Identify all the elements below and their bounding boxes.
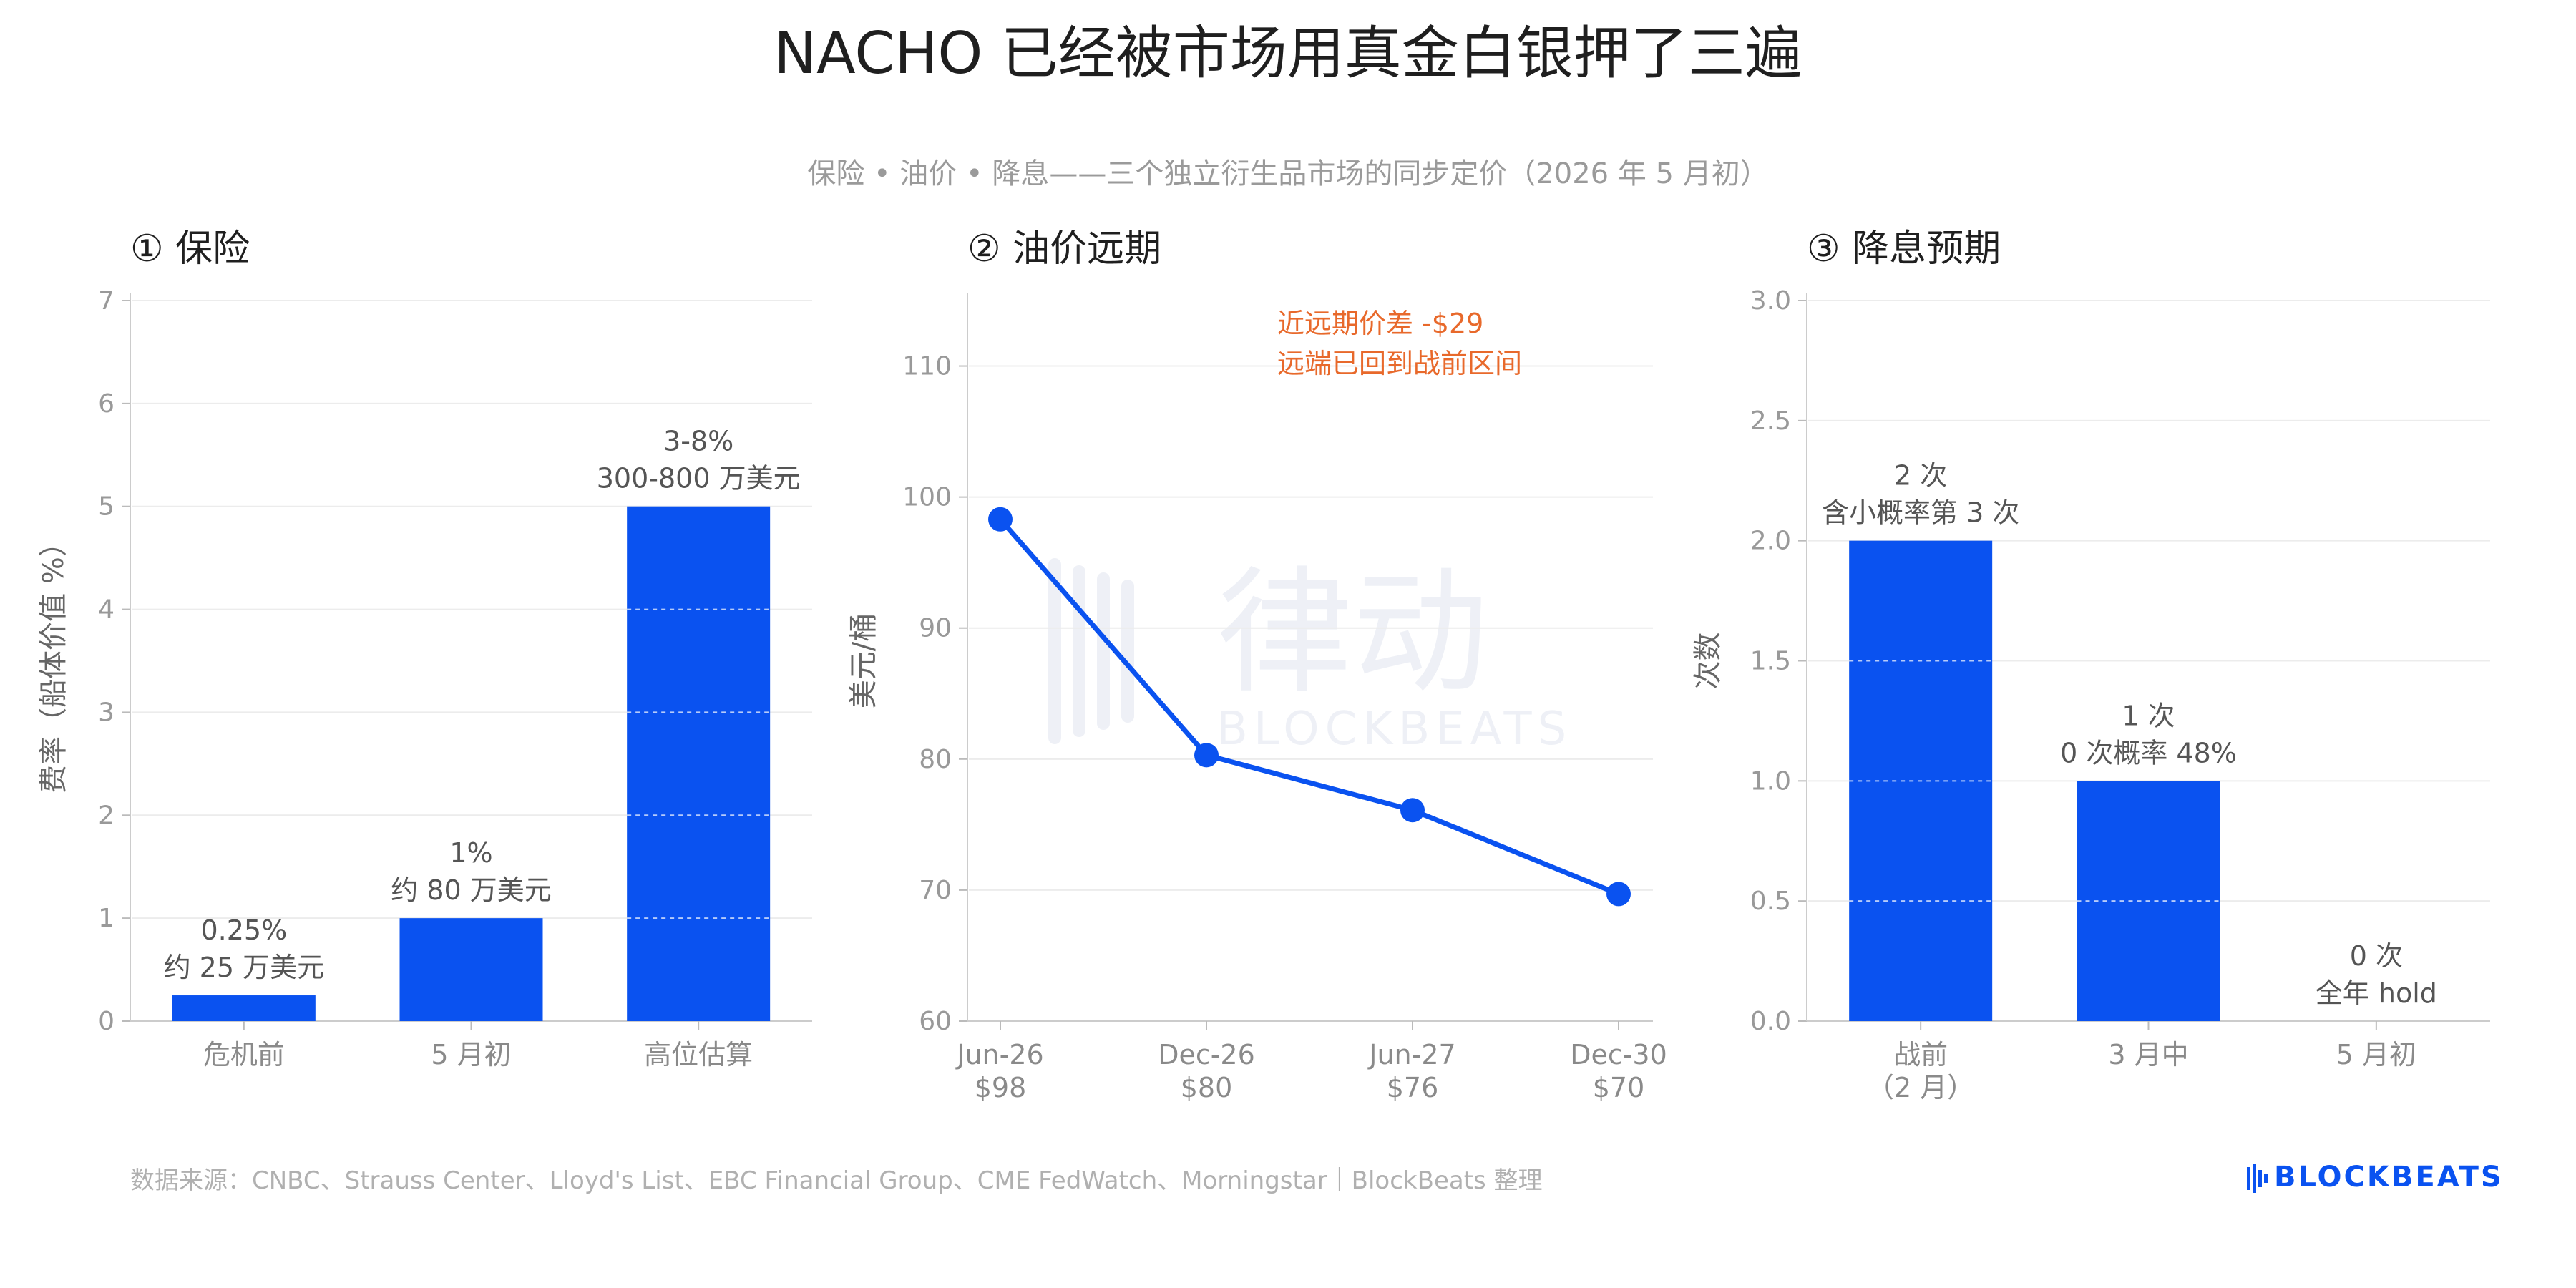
- bar-data-label: 全年 hold: [2316, 977, 2437, 1009]
- x-tick-label: Dec-26: [1158, 1039, 1255, 1070]
- data-point: [1400, 798, 1425, 823]
- bar-data-label: 0 次概率 48%: [2060, 737, 2237, 769]
- bar-data-label: 0.25%: [200, 914, 287, 946]
- x-tick-label: 5 月初: [2336, 1039, 2416, 1070]
- panel-title: ③ 降息预期: [1807, 228, 2001, 270]
- y-tick-label: 60: [919, 1007, 952, 1036]
- y-tick-label: 2: [98, 801, 114, 830]
- y-tick-label: 1.0: [1750, 766, 1791, 796]
- watermark-bar: [1048, 558, 1061, 744]
- data-point: [1194, 743, 1219, 768]
- y-tick-label: 1.5: [1750, 647, 1791, 676]
- x-tick-label: （2 月）: [1867, 1072, 1974, 1103]
- y-tick-label: 2.0: [1750, 527, 1791, 556]
- x-tick-label: 危机前: [203, 1039, 285, 1070]
- panel-title: ② 油价远期: [967, 228, 1161, 270]
- y-tick-label: 0: [98, 1007, 114, 1036]
- y-axis-label: 次数: [1692, 633, 1724, 690]
- bar-data-label: 300-800 万美元: [597, 463, 801, 494]
- bar-data-label: 1 次: [2122, 700, 2175, 731]
- watermark-text: 律动: [1216, 554, 1488, 712]
- x-tick-label: 5 月初: [431, 1039, 511, 1070]
- brand-name: BLOCKBEATS: [2274, 1161, 2504, 1194]
- bar-data-label: 0 次: [2350, 940, 2403, 972]
- bar-data-label: 约 25 万美元: [164, 952, 325, 983]
- bar: [627, 506, 771, 1021]
- x-tick-label: 高位估算: [644, 1039, 753, 1070]
- x-tick-label: 3 月中: [2108, 1039, 2188, 1070]
- x-tick-sublabel: $98: [975, 1072, 1027, 1103]
- bar-data-label: 3-8%: [663, 426, 733, 457]
- brand-logo: BLOCKBEATS: [2247, 1161, 2504, 1194]
- watermark-bar: [1121, 580, 1134, 723]
- panel-title: ① 保险: [130, 228, 250, 270]
- y-tick-label: 1: [98, 904, 114, 933]
- bar: [399, 918, 543, 1021]
- y-tick-label: 3: [98, 698, 114, 727]
- chart-annotation: 远端已回到战前区间: [1277, 348, 1522, 379]
- y-tick-label: 4: [98, 595, 114, 625]
- y-tick-label: 100: [902, 483, 952, 512]
- data-point: [1606, 882, 1631, 907]
- x-tick-sublabel: $70: [1593, 1072, 1645, 1103]
- bar-data-label: 1%: [449, 837, 492, 869]
- y-tick-label: 0.5: [1750, 887, 1791, 916]
- bar: [172, 995, 316, 1021]
- blockbeats-logo-icon: [2247, 1164, 2268, 1193]
- bar-data-label: 2 次: [1894, 460, 1947, 492]
- chart-annotation: 近远期价差 -$29: [1277, 308, 1483, 339]
- chart-title: NACHO 已经被市场用真金白银押了三遍: [774, 20, 1802, 87]
- x-tick-label: Jun-27: [1367, 1039, 1455, 1070]
- x-tick-label: 战前: [1893, 1039, 1948, 1070]
- y-tick-label: 0.0: [1750, 1007, 1791, 1036]
- watermark-subtext: BLOCKBEATS: [1216, 703, 1572, 756]
- y-axis-label: 美元/桶: [847, 613, 880, 708]
- chart-subtitle: 保险 • 油价 • 降息——三个独立衍生品市场的同步定价（2026 年 5 月初…: [807, 157, 1769, 190]
- watermark-bar: [1073, 565, 1085, 737]
- y-tick-label: 5: [98, 492, 114, 522]
- y-tick-label: 3.0: [1750, 286, 1791, 316]
- x-tick-sublabel: $76: [1387, 1072, 1439, 1103]
- y-tick-label: 90: [919, 614, 952, 643]
- y-tick-label: 80: [919, 745, 952, 774]
- y-tick-label: 70: [919, 876, 952, 905]
- x-tick-sublabel: $80: [1181, 1072, 1233, 1103]
- data-point: [988, 507, 1013, 532]
- x-tick-label: Jun-26: [955, 1039, 1043, 1070]
- x-tick-label: Dec-30: [1570, 1039, 1667, 1070]
- y-axis-label: 费率（船体价值 %）: [37, 528, 70, 794]
- y-tick-label: 110: [902, 352, 952, 381]
- y-tick-label: 6: [98, 389, 114, 419]
- bar-data-label: 约 80 万美元: [391, 874, 552, 906]
- y-tick-label: 7: [98, 286, 114, 316]
- watermark-bar: [1097, 572, 1110, 730]
- bar-data-label: 含小概率第 3 次: [1822, 497, 2019, 529]
- y-tick-label: 2.5: [1750, 406, 1791, 436]
- data-source-note: 数据来源：CNBC、Strauss Center、Lloyd's List、EB…: [130, 1166, 1543, 1195]
- series-line: [998, 517, 1620, 897]
